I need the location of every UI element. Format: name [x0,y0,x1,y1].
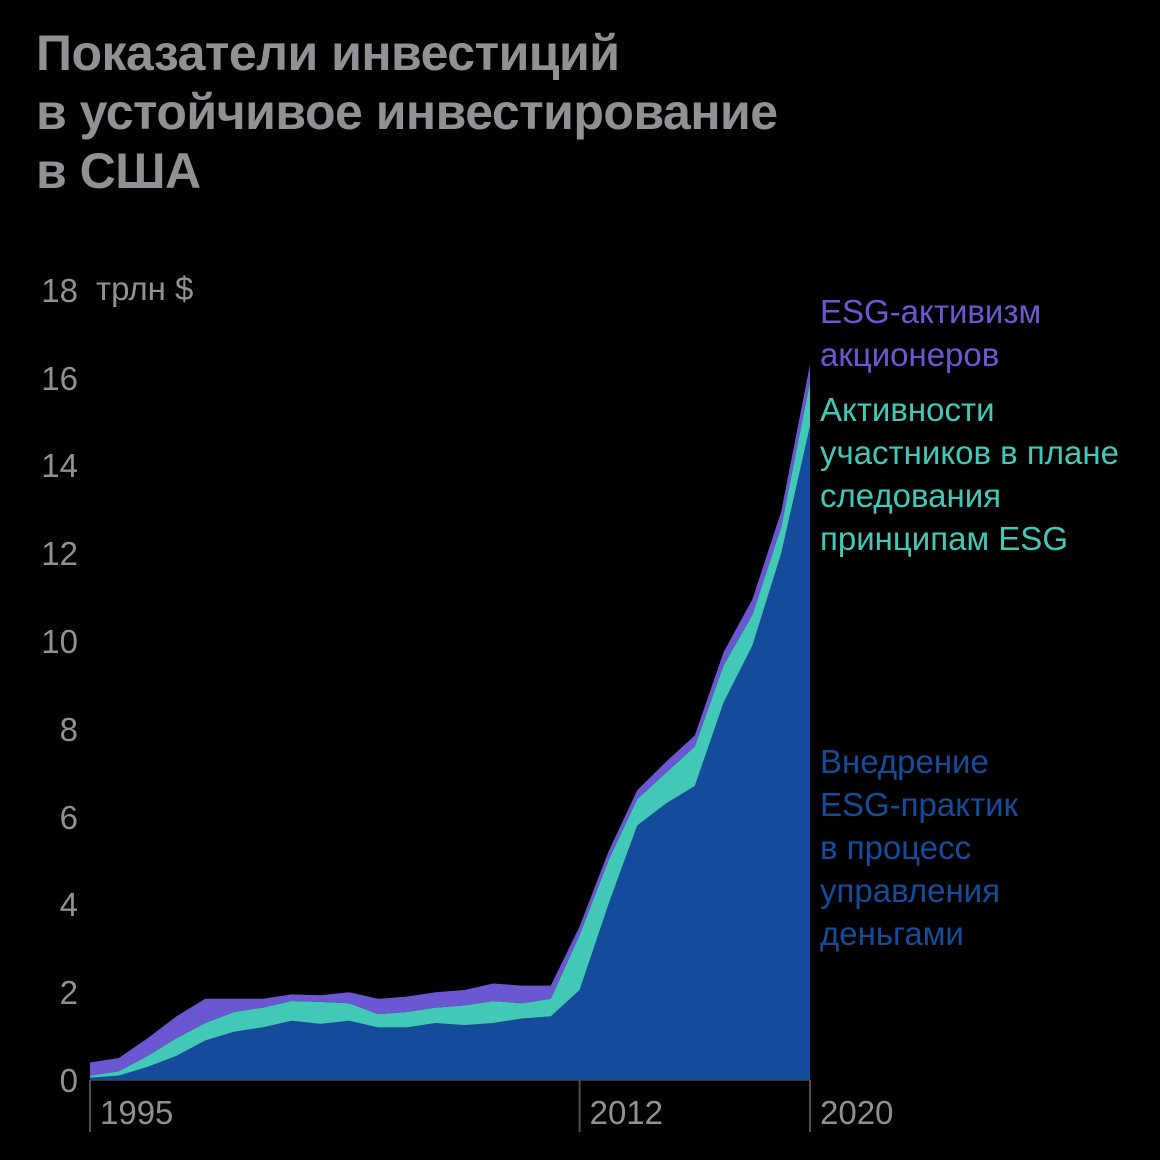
legend-line: ESG-практик [820,783,1018,826]
legend-item-esg-participant-activity: Активностиучастников в планеследованияпр… [820,388,1119,560]
legend-line: деньгами [820,912,1018,955]
legend-line: принципам ESG [820,517,1119,560]
legend-line: следования [820,474,1119,517]
legend-line: Активности [820,388,1119,431]
area-chart-plot [0,0,1160,1160]
legend-line: в процесс [820,826,1018,869]
legend-item-esg-activism: ESG-активизмакционеров [820,290,1041,376]
legend-line: Внедрение [820,740,1018,783]
x-tick-label: 2020 [820,1094,893,1132]
x-tick-label: 2012 [590,1094,663,1132]
legend-line: ESG-активизм [820,290,1041,333]
legend-line: управления [820,869,1018,912]
legend-line: участников в плане [820,431,1119,474]
legend-line: акционеров [820,333,1041,376]
x-tick-label: 1995 [100,1094,173,1132]
legend-item-esg-practices: ВнедрениеESG-практикв процессуправленияд… [820,740,1018,955]
